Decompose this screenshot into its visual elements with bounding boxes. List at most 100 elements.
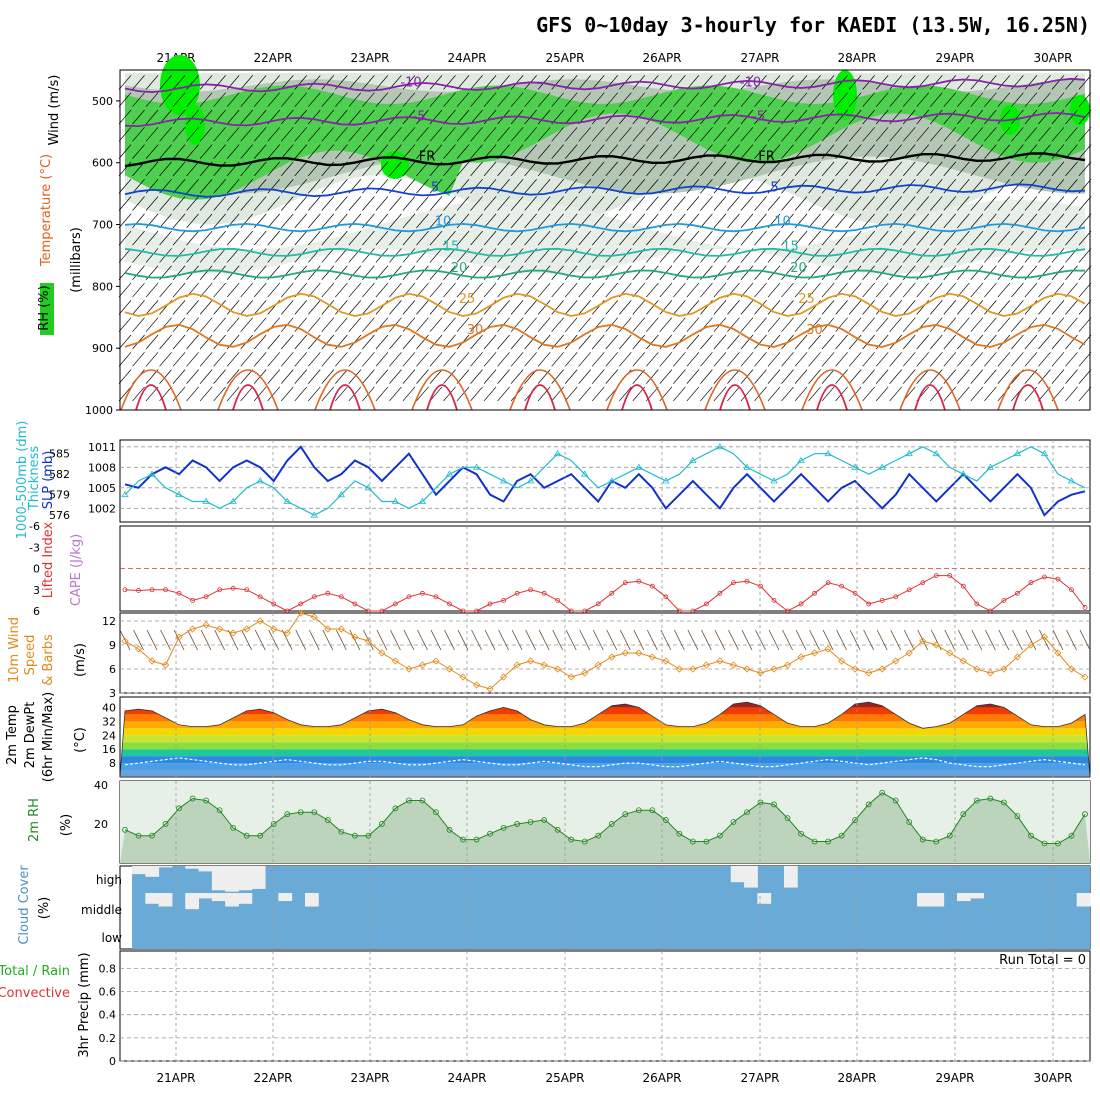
wind-barb xyxy=(700,369,713,384)
wind-barb xyxy=(1078,282,1092,298)
thickness-point xyxy=(905,449,913,457)
bottom-date-label: 22APR xyxy=(253,1071,292,1085)
wind-tick: 12 xyxy=(102,615,116,628)
wind-barb xyxy=(456,282,470,298)
wind-barb xyxy=(862,334,875,350)
wind-barb xyxy=(916,213,930,229)
lifted-point xyxy=(960,583,966,589)
wind-barb xyxy=(1078,161,1092,177)
rh-point xyxy=(460,836,466,843)
wind-barb xyxy=(767,230,781,246)
wind-barb xyxy=(402,369,416,384)
wind-barb xyxy=(1038,369,1051,384)
temp-tick: 16 xyxy=(102,743,116,756)
wind-barb xyxy=(943,92,957,107)
wind-barb xyxy=(902,352,916,367)
wind-barb xyxy=(984,248,997,263)
top-date-axis: 21APR22APR23APR24APR25APR26APR27APR28APR… xyxy=(156,51,1072,65)
wind-barb xyxy=(159,161,172,177)
wind-barb xyxy=(551,317,564,332)
wind-barb xyxy=(740,196,754,211)
wind-barb xyxy=(456,265,470,280)
wind-barb xyxy=(835,334,848,350)
wind-barb xyxy=(362,75,375,90)
wind-point xyxy=(756,669,765,677)
wind-point xyxy=(216,625,224,633)
wind-barb xyxy=(808,213,821,229)
wind-point xyxy=(1054,649,1062,657)
wind-barb xyxy=(957,300,970,315)
wind-barb xyxy=(537,213,551,229)
wind-barb xyxy=(240,369,253,384)
cloud-gap xyxy=(225,893,239,907)
wind-barb xyxy=(524,317,537,332)
wind-barb xyxy=(308,196,321,211)
wind-barb xyxy=(700,213,713,229)
wind-barb xyxy=(673,352,686,367)
lifted-point xyxy=(325,590,331,596)
wind-barb xyxy=(253,300,267,315)
wind-barb xyxy=(145,248,159,263)
wind-barb xyxy=(267,230,280,246)
wind-barb xyxy=(741,629,753,651)
thickness-tick: 585 xyxy=(49,448,70,461)
wind-tick: 3 xyxy=(109,687,116,700)
wind-barb xyxy=(848,265,862,280)
rh-point xyxy=(852,817,859,823)
wind-barb xyxy=(835,213,848,229)
lifted-point xyxy=(352,601,358,607)
thickness-point xyxy=(662,477,670,484)
rh-point xyxy=(122,826,128,833)
wind-barb xyxy=(389,282,402,298)
wind-barb xyxy=(646,196,659,211)
wind-barb xyxy=(470,230,483,246)
warm-contour xyxy=(232,384,264,411)
wind-barb xyxy=(592,629,604,651)
wind-barb xyxy=(172,178,186,194)
rh-point xyxy=(581,838,588,845)
wind-point xyxy=(702,661,710,669)
wind-barb xyxy=(118,265,132,280)
wind-barb xyxy=(930,386,943,402)
thickness-point xyxy=(229,497,237,504)
wind-barb xyxy=(686,127,700,142)
wind-barb xyxy=(781,178,794,194)
wind-barb xyxy=(943,127,957,142)
wind-barb xyxy=(686,334,700,350)
wind-barb xyxy=(172,282,186,298)
rh-point xyxy=(973,797,980,804)
wind-barb xyxy=(686,230,700,246)
wind-point xyxy=(797,653,805,661)
top-date-label: 26APR xyxy=(642,51,681,65)
wind-barb xyxy=(483,178,497,194)
wind-barb xyxy=(943,334,957,350)
contour-label: 10 xyxy=(435,215,452,230)
wind-barb xyxy=(348,109,362,125)
wind-barb xyxy=(416,144,429,159)
wind-barb xyxy=(821,127,835,142)
wind-barb xyxy=(145,300,159,315)
wind-barb xyxy=(335,127,348,142)
wind-barb xyxy=(889,144,902,159)
wind-barb xyxy=(902,248,916,263)
wind-barb xyxy=(443,386,456,402)
wind-barb xyxy=(280,282,294,298)
wind-barb xyxy=(659,92,673,107)
wind-barb xyxy=(483,144,497,159)
wind-barb xyxy=(781,196,794,211)
wind-barb xyxy=(646,334,659,350)
lifted-point xyxy=(406,594,412,600)
wind-barb xyxy=(118,369,132,384)
lifted-point xyxy=(731,580,736,586)
wind-barb xyxy=(402,230,416,246)
wind-barb xyxy=(376,629,388,651)
wind-barb xyxy=(943,386,957,402)
wind-barb xyxy=(875,300,889,315)
wind-barb xyxy=(713,161,727,177)
wind-barb xyxy=(416,369,429,384)
wind-barb xyxy=(321,230,335,246)
wind-barb xyxy=(930,127,943,142)
wind-barb xyxy=(970,144,984,159)
wind-barb xyxy=(172,144,186,159)
